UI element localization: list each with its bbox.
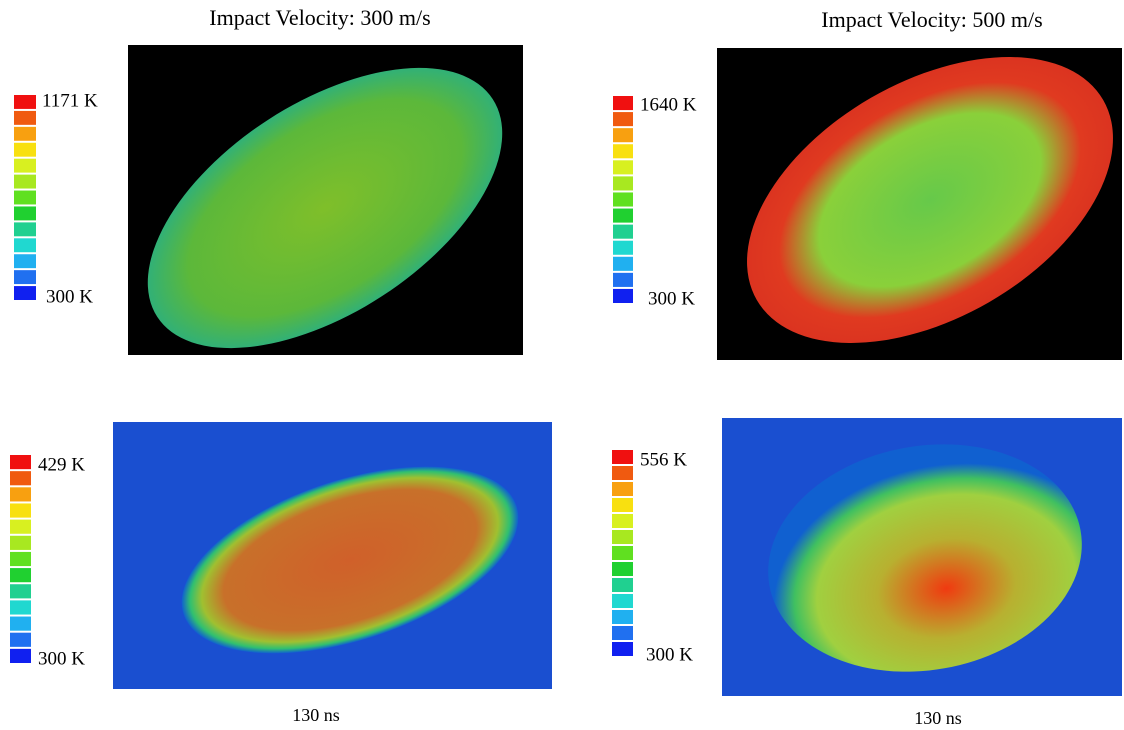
- colorbar-min: 300 K: [646, 644, 693, 665]
- colorbar-swatch: [612, 594, 633, 608]
- colorbar-swatch: [14, 270, 36, 285]
- colorbar-swatch: [10, 519, 31, 534]
- colorbar-swatch: [10, 568, 31, 583]
- colorbar-swatch: [10, 535, 31, 550]
- colorbar-swatch: [14, 238, 36, 253]
- colorbar-max: 1640 K: [640, 94, 697, 115]
- colorbar-max: 556 K: [640, 449, 687, 470]
- colorbar-swatch: [612, 450, 633, 464]
- colorbar-swatch: [14, 95, 36, 109]
- crater: [181, 466, 519, 654]
- time-caption: 130 ns: [292, 705, 340, 725]
- crater: [768, 444, 1082, 672]
- colorbar-swatch: [612, 642, 633, 656]
- colorbar-swatch: [14, 174, 36, 189]
- projectile: [147, 67, 503, 349]
- colorbar-swatch: [612, 530, 633, 544]
- colorbar-swatch: [613, 112, 633, 127]
- colorbar-swatch: [10, 632, 31, 647]
- colorbar-swatch: [613, 288, 633, 303]
- time-caption: 130 ns: [914, 708, 962, 728]
- colorbar-min: 300 K: [38, 648, 85, 669]
- panel-title: Impact Velocity: 500 m/s: [821, 7, 1042, 32]
- colorbar-swatch: [613, 240, 633, 255]
- colorbar-swatch: [612, 578, 633, 592]
- colorbar-swatch: [10, 648, 31, 663]
- colorbar-swatch: [10, 455, 31, 470]
- colorbar-swatch: [10, 584, 31, 599]
- colorbar-swatch: [612, 610, 633, 624]
- colorbar-swatch: [613, 256, 633, 271]
- colorbar-swatch: [612, 466, 633, 480]
- colorbar-min: 300 K: [648, 288, 695, 309]
- colorbar-swatch: [14, 110, 36, 125]
- colorbar-max: 1171 K: [42, 90, 98, 111]
- colorbar-swatch: [612, 482, 633, 496]
- colorbar-swatch: [612, 546, 633, 560]
- colorbar-swatch: [613, 176, 633, 191]
- colorbar-swatch: [14, 190, 36, 205]
- colorbar-swatch: [10, 551, 31, 567]
- colorbar-swatch: [14, 254, 36, 269]
- projectile: [747, 57, 1113, 343]
- colorbar-min: 300 K: [46, 286, 93, 307]
- colorbar-swatch: [14, 158, 36, 173]
- colorbar-swatch: [613, 272, 633, 287]
- colorbar-swatch: [612, 562, 633, 576]
- colorbars: [10, 95, 633, 663]
- panel-title: Impact Velocity: 300 m/s: [209, 5, 430, 30]
- colorbar-max: 429 K: [38, 454, 85, 475]
- colorbar-swatch: [10, 503, 31, 518]
- colorbar-swatch: [613, 224, 633, 239]
- colorbar-swatch: [613, 128, 633, 143]
- colorbar-swatch: [10, 471, 31, 486]
- colorbar-swatch: [14, 206, 36, 221]
- colorbar-swatch: [14, 126, 36, 141]
- colorbar-swatch: [612, 626, 633, 640]
- colorbar-swatch: [613, 96, 633, 111]
- colorbar-swatch: [10, 600, 31, 615]
- colorbar-swatch: [10, 616, 31, 631]
- colorbar-swatch: [14, 286, 36, 300]
- colorbar-swatch: [10, 487, 31, 502]
- colorbar-swatch: [612, 514, 633, 528]
- colorbar-swatch: [14, 222, 36, 237]
- colorbar-swatch: [613, 144, 633, 159]
- colorbar-swatch: [14, 142, 36, 157]
- colorbar-swatch: [613, 192, 633, 207]
- colorbar-swatch: [612, 498, 633, 512]
- colorbar-swatch: [613, 208, 633, 223]
- colorbar-swatch: [613, 160, 633, 175]
